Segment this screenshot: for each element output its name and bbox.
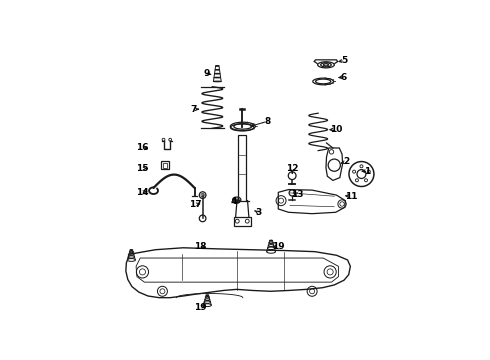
Text: 2: 2 [343,157,349,166]
Text: 14: 14 [136,188,149,197]
Text: 19: 19 [195,303,207,312]
Text: 19: 19 [272,242,285,251]
Text: 3: 3 [256,208,262,217]
Text: 10: 10 [330,125,343,134]
Bar [163,163,167,168]
Bar [234,217,250,226]
Text: 12: 12 [286,164,298,173]
Bar [161,161,169,169]
Text: 6: 6 [341,72,347,81]
Text: 18: 18 [195,242,207,251]
Bar [238,135,246,201]
Text: 9: 9 [203,69,209,78]
Text: 7: 7 [190,105,196,114]
Text: 1: 1 [365,167,370,176]
Text: 4: 4 [231,197,237,206]
Text: 11: 11 [345,192,358,201]
Text: 5: 5 [342,56,348,65]
Text: 8: 8 [264,117,270,126]
Text: 17: 17 [189,200,201,209]
Text: 16: 16 [136,144,148,153]
Text: 13: 13 [292,190,304,199]
Text: 15: 15 [136,164,148,173]
